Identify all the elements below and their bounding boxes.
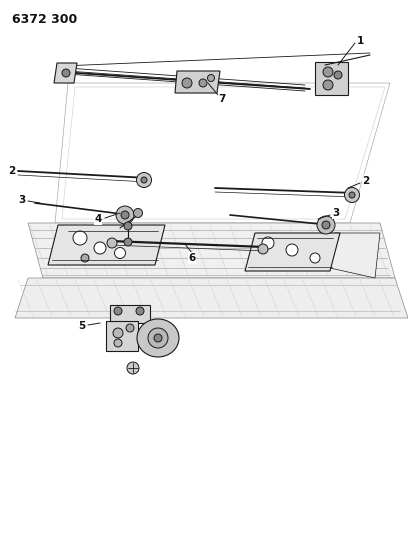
Circle shape: [121, 211, 129, 219]
Circle shape: [133, 208, 142, 217]
Polygon shape: [15, 278, 408, 318]
Circle shape: [127, 362, 139, 374]
Circle shape: [81, 254, 89, 262]
Circle shape: [323, 67, 333, 77]
Polygon shape: [48, 225, 165, 265]
Circle shape: [94, 242, 106, 254]
Circle shape: [323, 80, 333, 90]
Circle shape: [116, 206, 134, 224]
Text: 7: 7: [218, 94, 226, 104]
Text: 1: 1: [356, 36, 364, 46]
Text: 3: 3: [333, 208, 339, 218]
Circle shape: [349, 192, 355, 198]
Circle shape: [124, 222, 132, 230]
Polygon shape: [106, 321, 138, 351]
Polygon shape: [315, 62, 348, 95]
Circle shape: [317, 216, 335, 234]
Polygon shape: [54, 63, 77, 83]
Circle shape: [286, 244, 298, 256]
Circle shape: [113, 328, 123, 338]
Circle shape: [62, 69, 70, 77]
Circle shape: [137, 173, 151, 188]
Circle shape: [141, 177, 147, 183]
Polygon shape: [330, 233, 380, 278]
Circle shape: [115, 247, 126, 259]
Circle shape: [73, 231, 87, 245]
Text: 6372 300: 6372 300: [12, 13, 77, 26]
Polygon shape: [110, 305, 150, 323]
Text: 6: 6: [188, 253, 195, 263]
Circle shape: [344, 188, 359, 203]
Circle shape: [334, 71, 342, 79]
Circle shape: [154, 334, 162, 342]
Polygon shape: [28, 223, 395, 278]
Circle shape: [322, 221, 330, 229]
Circle shape: [258, 244, 268, 254]
Circle shape: [208, 75, 215, 82]
Polygon shape: [175, 71, 220, 93]
Circle shape: [124, 238, 132, 246]
Circle shape: [114, 339, 122, 347]
Circle shape: [199, 79, 207, 87]
Ellipse shape: [137, 319, 179, 357]
Circle shape: [148, 328, 168, 348]
Polygon shape: [245, 233, 340, 271]
Circle shape: [262, 237, 274, 249]
Circle shape: [107, 238, 117, 248]
Circle shape: [182, 78, 192, 88]
Circle shape: [136, 307, 144, 315]
Text: 4: 4: [94, 214, 102, 224]
Circle shape: [310, 253, 320, 263]
Circle shape: [126, 324, 134, 332]
Text: 5: 5: [78, 321, 86, 331]
Text: 3: 3: [18, 195, 26, 205]
Text: 2: 2: [9, 166, 16, 176]
Text: 2: 2: [362, 176, 370, 186]
Circle shape: [114, 307, 122, 315]
